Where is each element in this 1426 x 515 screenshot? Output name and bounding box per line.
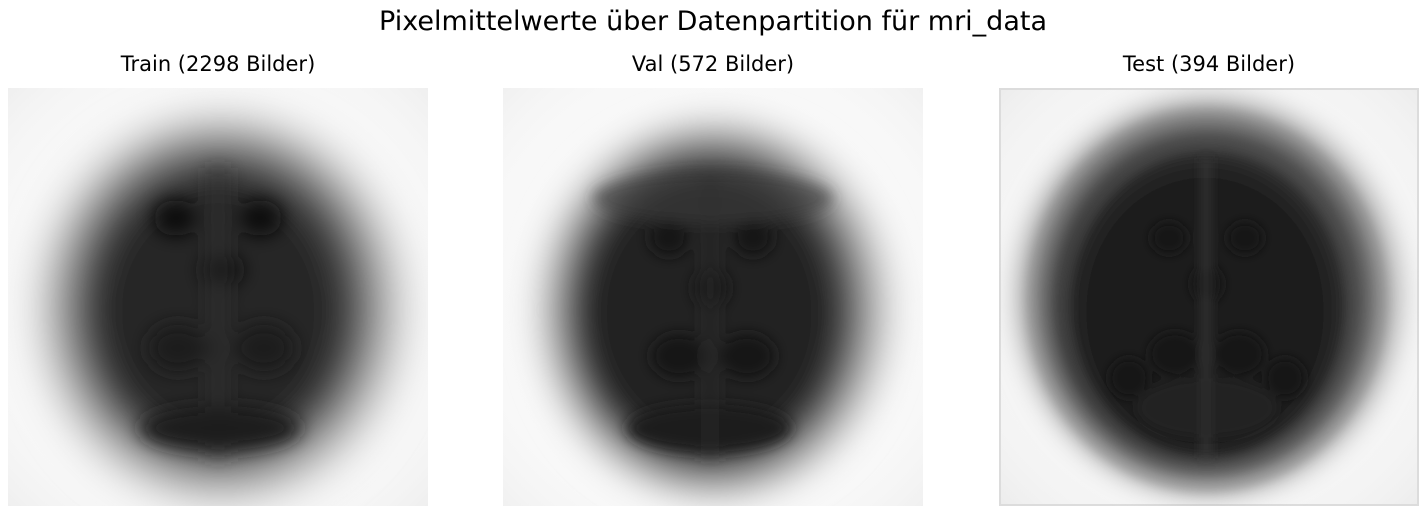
test-panel-title: Test (394 Bilder) <box>1122 52 1296 76</box>
train-panel: Train (2298 Bilder) <box>8 48 428 510</box>
figure-title: Pixelmittelwerte über Datenpartition für… <box>379 6 1047 37</box>
val-panel: Val (572 Bilder) <box>503 48 923 510</box>
test-mean-image <box>999 88 1419 506</box>
test-panel: Test (394 Bilder) <box>999 48 1419 510</box>
val-mean-image <box>503 88 923 506</box>
train-panel-title: Train (2298 Bilder) <box>120 52 316 76</box>
val-panel-title: Val (572 Bilder) <box>631 52 795 76</box>
train-mean-image <box>8 88 428 506</box>
